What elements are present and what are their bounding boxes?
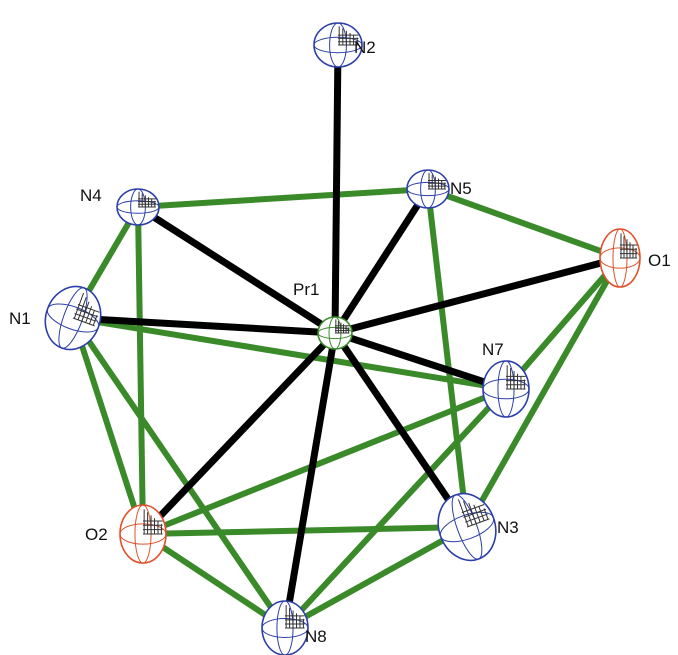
atom-o2 xyxy=(119,504,167,564)
bond-pr1-o1 xyxy=(331,254,624,337)
bond-pr1-n1 xyxy=(69,314,339,337)
polyhedron-edge-n7-o2 xyxy=(140,386,509,537)
polyhedron-edge-n1-o2 xyxy=(70,315,146,537)
polyhedron-edge-n7-n8 xyxy=(282,386,509,631)
atom-n2 xyxy=(313,22,363,68)
atom-label-n4: N4 xyxy=(80,186,102,205)
polyhedron-edge-o2-n8 xyxy=(140,531,288,631)
bond-pr1-n7 xyxy=(331,329,510,393)
atom-label-o2: O2 xyxy=(85,525,108,544)
polyhedron-edge-n4-n5 xyxy=(135,186,431,210)
atom-n3 xyxy=(437,492,497,562)
polyhedron-edge-n5-o1 xyxy=(425,186,623,261)
atoms-layer xyxy=(44,22,641,655)
atom-n7 xyxy=(482,360,530,418)
atom-label-n7: N7 xyxy=(482,340,504,359)
bond-pr1-n2 xyxy=(331,41,342,337)
bond-pr1-n3 xyxy=(331,329,471,531)
bond-pr1-n8 xyxy=(281,329,339,632)
atom-n4 xyxy=(116,188,160,226)
atom-label-n2: N2 xyxy=(354,38,376,57)
atom-n5 xyxy=(406,169,450,209)
atom-label-pr1: Pr1 xyxy=(293,280,319,299)
atom-o1 xyxy=(599,228,641,288)
atom-n8 xyxy=(261,600,309,655)
bond-pr1-n4 xyxy=(134,203,339,337)
atom-label-n8: N8 xyxy=(305,627,327,646)
polyhedron-edge-o1-n7 xyxy=(503,255,623,392)
polyhedron-edge-n4-o2 xyxy=(135,204,146,537)
polyhedron-edge-n1-n7 xyxy=(70,315,509,392)
atom-pr1 xyxy=(317,316,353,350)
polyhedron-edge-n5-n3 xyxy=(425,186,470,530)
polyhedron-edges-layer xyxy=(70,186,623,631)
bond-pr1-n5 xyxy=(331,185,432,337)
bond-pr1-o2 xyxy=(139,329,339,538)
polyhedron-edge-n3-n8 xyxy=(282,524,470,631)
atom-label-n3: N3 xyxy=(497,518,519,537)
atom-label-o1: O1 xyxy=(648,251,671,270)
atom-n1 xyxy=(44,285,102,351)
atom-labels-layer: Pr1 N1 N2 N3 N4 N5 N7 N8 O1 O2 xyxy=(9,38,671,646)
atom-label-n1: N1 xyxy=(9,309,31,328)
polyhedron-edge-n1-n8 xyxy=(70,315,288,631)
polyhedron-edge-o1-n3 xyxy=(464,255,623,530)
atom-label-n5: N5 xyxy=(450,179,472,198)
coordination-bonds-layer xyxy=(69,41,624,632)
